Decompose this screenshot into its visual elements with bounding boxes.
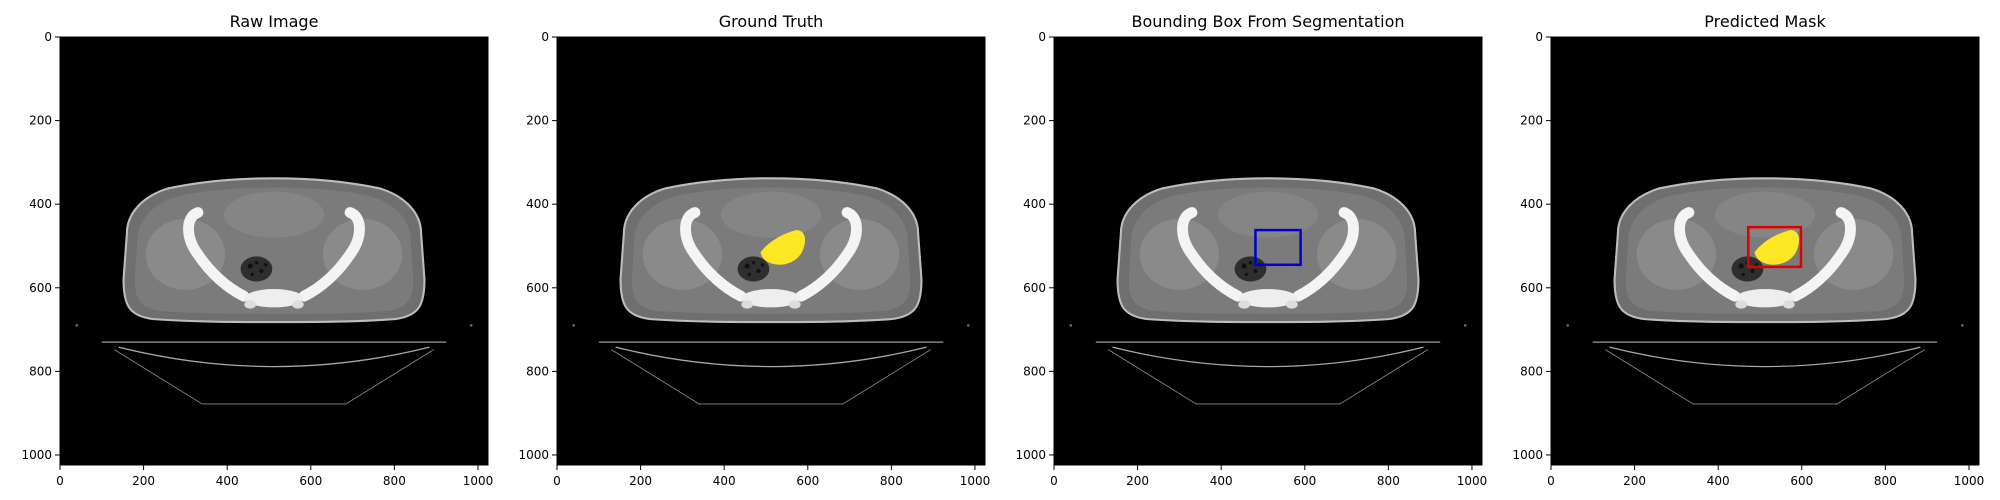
bounding-box bbox=[1747, 225, 1803, 269]
y-tick-label: 600 bbox=[1520, 281, 1543, 295]
x-tick-label: 800 bbox=[880, 474, 903, 488]
x-tick-label: 800 bbox=[1377, 474, 1400, 488]
x-tick-label: 400 bbox=[1707, 474, 1730, 488]
x-tick-label: 1000 bbox=[960, 474, 991, 488]
y-tick-label: 1000 bbox=[518, 448, 549, 462]
x-tick-label: 1000 bbox=[1954, 474, 1985, 488]
panel-1: Raw Image 0 200 400 600 800 1000 0 200 400 600 800 1… bbox=[21, 12, 493, 488]
x-tick-label: 800 bbox=[383, 474, 406, 488]
y-tick-label: 400 bbox=[1023, 197, 1046, 211]
y-tick-label: 800 bbox=[1520, 364, 1543, 378]
y-tick-label: 1000 bbox=[1015, 448, 1046, 462]
x-tick-label: 400 bbox=[1210, 474, 1233, 488]
y-tick-label: 600 bbox=[1023, 281, 1046, 295]
y-tick-label: 200 bbox=[1520, 114, 1543, 128]
axes-frame bbox=[556, 36, 986, 466]
axes-frame bbox=[59, 36, 489, 466]
x-tick-label: 1000 bbox=[463, 474, 494, 488]
panel-title: Predicted Mask bbox=[1704, 12, 1826, 31]
y-tick-label: 1000 bbox=[1512, 448, 1543, 462]
x-tick-label: 600 bbox=[1293, 474, 1316, 488]
x-tick-label: 400 bbox=[216, 474, 239, 488]
y-tick-label: 0 bbox=[1535, 30, 1543, 44]
y-tick-label: 400 bbox=[526, 197, 549, 211]
y-tick-label: 400 bbox=[1520, 197, 1543, 211]
y-tick-label: 200 bbox=[1023, 114, 1046, 128]
y-tick-label: 200 bbox=[526, 114, 549, 128]
x-tick-label: 400 bbox=[713, 474, 736, 488]
panel-2: Ground Truth 0 200 400 600 800 1000 0 200 400 600 8… bbox=[518, 12, 990, 488]
x-tick-label: 600 bbox=[1790, 474, 1813, 488]
y-tick-label: 0 bbox=[44, 30, 52, 44]
y-tick-label: 800 bbox=[1023, 364, 1046, 378]
y-tick-label: 200 bbox=[29, 114, 52, 128]
y-tick-label: 800 bbox=[526, 364, 549, 378]
x-tick-label: 200 bbox=[1623, 474, 1646, 488]
y-tick-label: 0 bbox=[1038, 30, 1046, 44]
panel-3: Bounding Box From Segmentation 0 200 400 600… bbox=[1015, 12, 1487, 488]
panel-title: Ground Truth bbox=[719, 12, 824, 31]
x-tick-label: 200 bbox=[132, 474, 155, 488]
panel-title: Raw Image bbox=[230, 12, 319, 31]
axes-frame bbox=[1053, 36, 1483, 466]
x-tick-label: 800 bbox=[1874, 474, 1897, 488]
y-tick-label: 1000 bbox=[21, 448, 52, 462]
panel-4: Predicted Mask 0 200 400 600 800 1000 0 200 400 60… bbox=[1512, 12, 1984, 488]
x-tick-label: 200 bbox=[629, 474, 652, 488]
x-tick-label: 0 bbox=[1547, 474, 1555, 488]
bounding-box bbox=[1254, 228, 1302, 267]
y-tick-label: 600 bbox=[29, 281, 52, 295]
panel-title: Bounding Box From Segmentation bbox=[1131, 12, 1404, 31]
x-tick-label: 1000 bbox=[1457, 474, 1488, 488]
x-tick-label: 600 bbox=[299, 474, 322, 488]
x-tick-label: 0 bbox=[553, 474, 561, 488]
x-tick-label: 200 bbox=[1126, 474, 1149, 488]
x-tick-label: 600 bbox=[796, 474, 819, 488]
y-tick-label: 800 bbox=[29, 364, 52, 378]
x-tick-label: 0 bbox=[1050, 474, 1058, 488]
y-tick-label: 0 bbox=[541, 30, 549, 44]
x-tick-label: 0 bbox=[56, 474, 64, 488]
y-tick-label: 400 bbox=[29, 197, 52, 211]
y-tick-label: 600 bbox=[526, 281, 549, 295]
axes-frame bbox=[1550, 36, 1980, 466]
